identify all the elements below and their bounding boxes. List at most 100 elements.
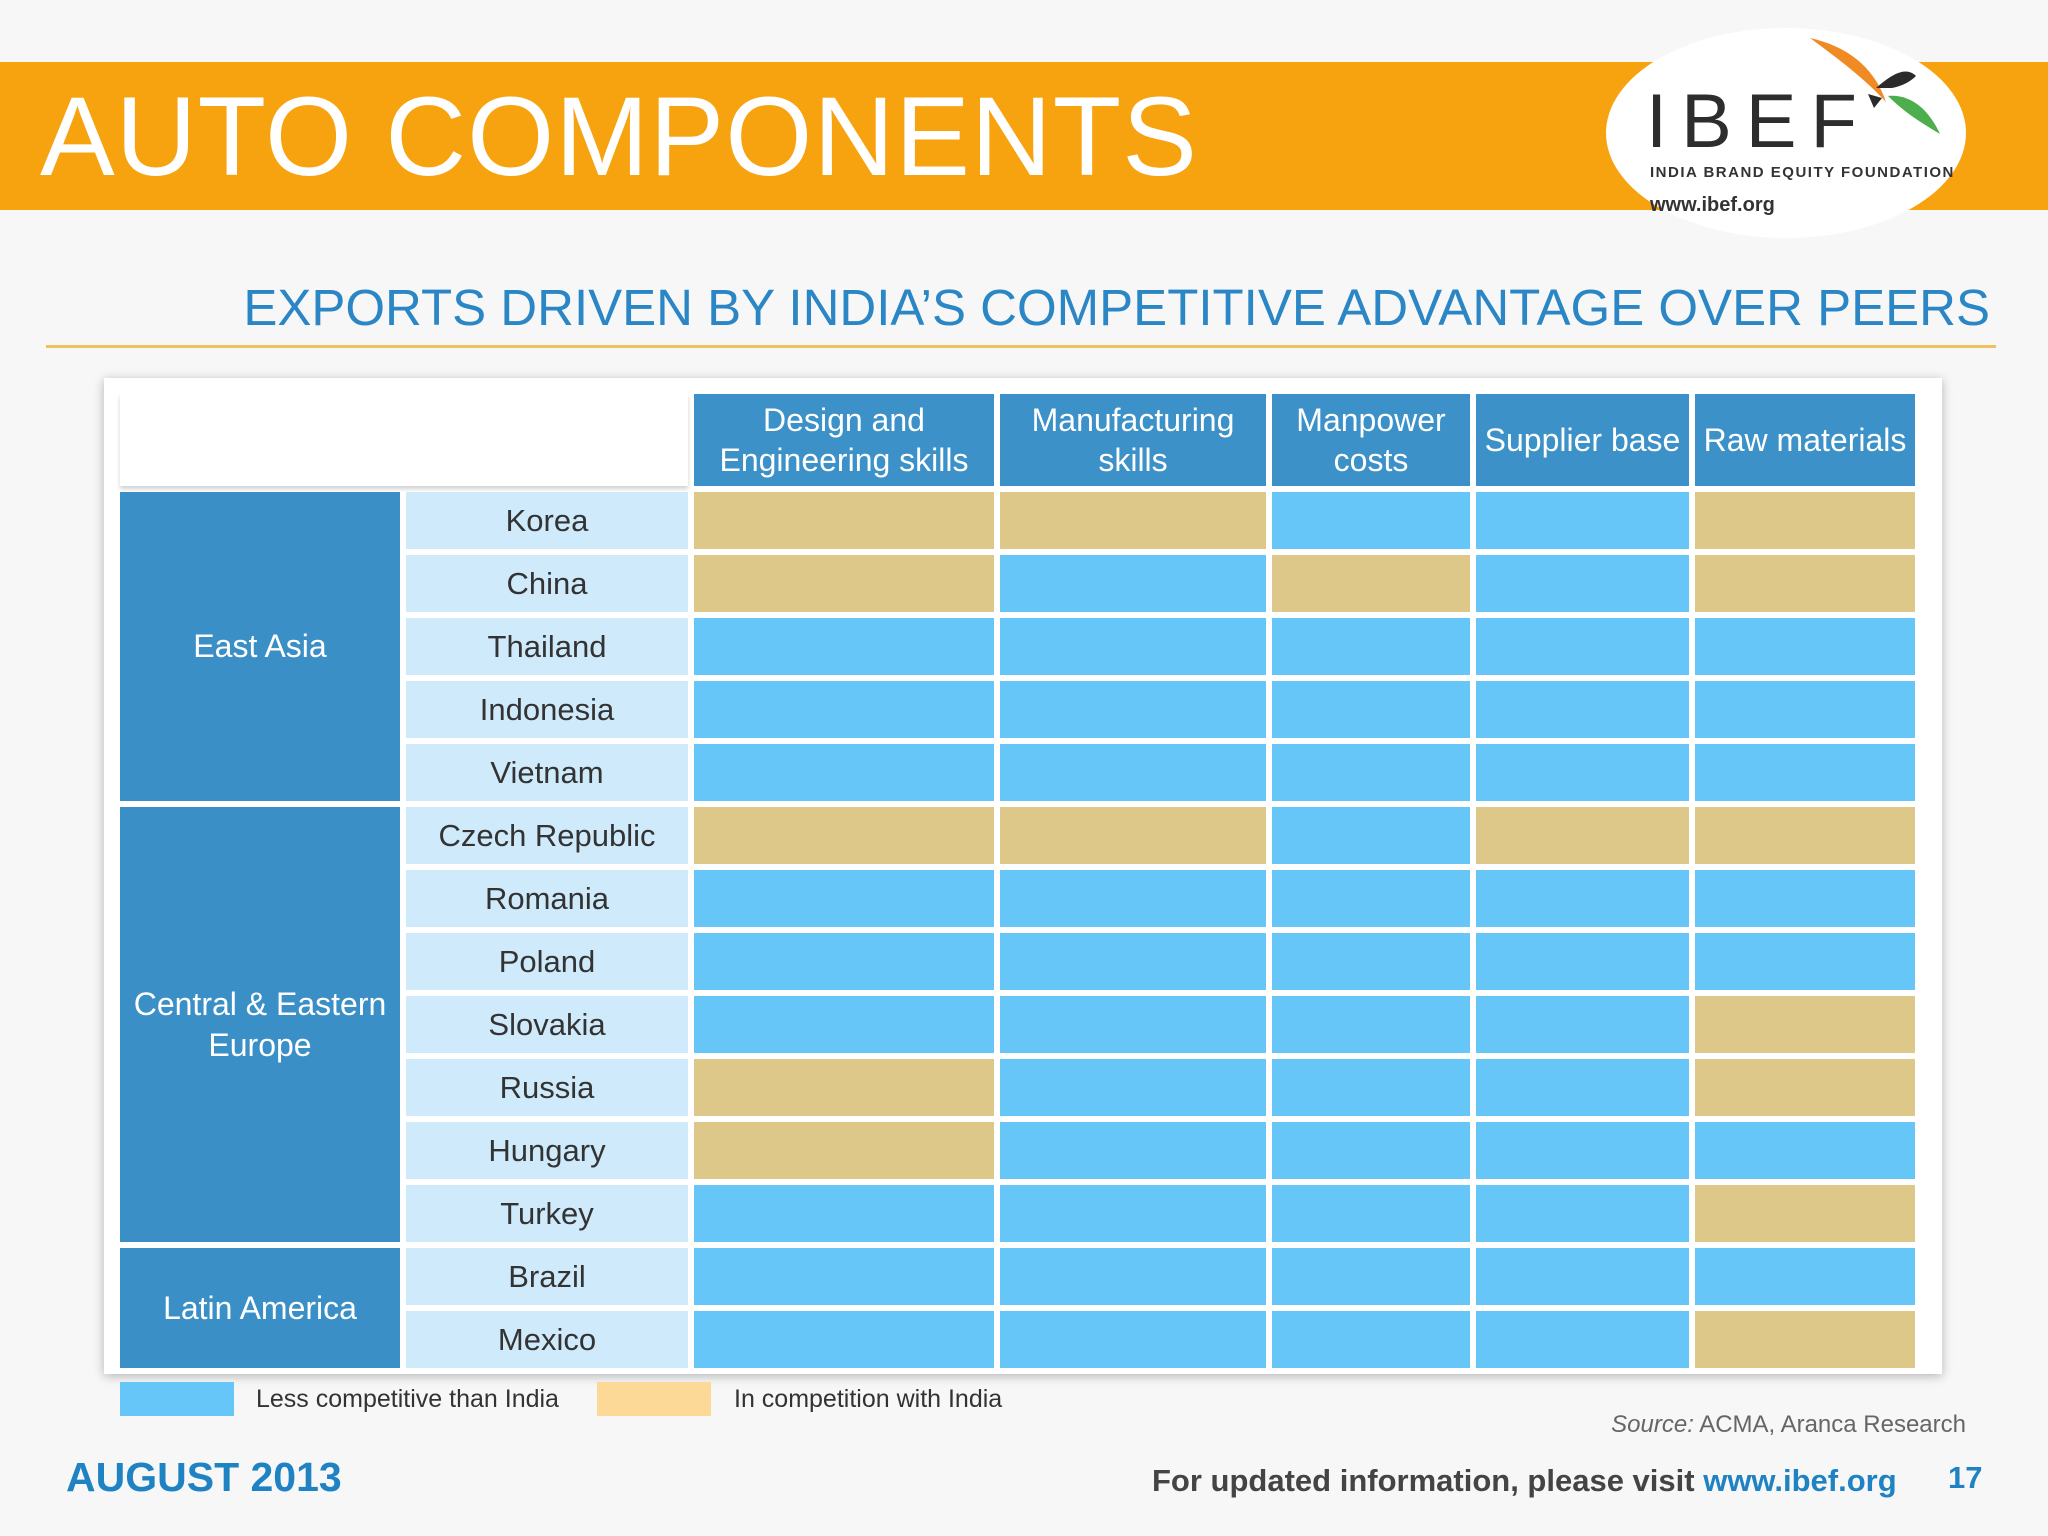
column-header: Supplier base bbox=[1476, 394, 1689, 486]
cell-less-competitive bbox=[1272, 492, 1470, 549]
cell-less-competitive bbox=[694, 996, 994, 1053]
cell-less-competitive bbox=[1000, 1122, 1266, 1179]
cell-less-competitive bbox=[1476, 681, 1689, 738]
cell-in-competition bbox=[1695, 1311, 1915, 1368]
logo-tagline: INDIA BRAND EQUITY FOUNDATION bbox=[1650, 164, 1955, 181]
cell-less-competitive bbox=[1000, 996, 1266, 1053]
country-label: Brazil bbox=[406, 1248, 688, 1305]
logo-wordmark: IBEF bbox=[1646, 79, 1871, 164]
cell-less-competitive bbox=[1476, 996, 1689, 1053]
cell-less-competitive bbox=[1000, 555, 1266, 612]
cell-less-competitive bbox=[1272, 1185, 1470, 1242]
cell-less-competitive bbox=[1000, 933, 1266, 990]
column-header: Design and Engineering skills bbox=[694, 394, 994, 486]
country-label: Slovakia bbox=[406, 996, 688, 1053]
cell-less-competitive bbox=[1272, 681, 1470, 738]
footer-link[interactable]: www.ibef.org bbox=[1703, 1463, 1897, 1498]
country-label: Indonesia bbox=[406, 681, 688, 738]
cell-less-competitive bbox=[1695, 744, 1915, 801]
source-label: Source: bbox=[1611, 1411, 1694, 1438]
country-label: Mexico bbox=[406, 1311, 688, 1368]
country-label: Korea bbox=[406, 492, 688, 549]
legend-swatch-less bbox=[120, 1382, 234, 1416]
country-label: Romania bbox=[406, 870, 688, 927]
cell-less-competitive bbox=[694, 1311, 994, 1368]
page-number: 17 bbox=[1948, 1460, 1983, 1495]
competitiveness-table: Design and Engineering skills Manufacturi… bbox=[120, 394, 1915, 1368]
table-corner bbox=[120, 394, 688, 486]
cell-less-competitive bbox=[1476, 1248, 1689, 1305]
cell-in-competition bbox=[1695, 492, 1915, 549]
cell-less-competitive bbox=[694, 1185, 994, 1242]
cell-less-competitive bbox=[1695, 1248, 1915, 1305]
source-text: ACMA, Aranca Research bbox=[1693, 1411, 1966, 1438]
cell-less-competitive bbox=[1000, 1185, 1266, 1242]
cell-less-competitive bbox=[1476, 555, 1689, 612]
cell-less-competitive bbox=[694, 933, 994, 990]
logo-badge bbox=[1606, 28, 1966, 238]
cell-less-competitive bbox=[1272, 744, 1470, 801]
country-label: China bbox=[406, 555, 688, 612]
cell-less-competitive bbox=[1695, 1122, 1915, 1179]
cell-less-competitive bbox=[1272, 1059, 1470, 1116]
logo-url[interactable]: www.ibef.org bbox=[1650, 194, 1775, 216]
cell-less-competitive bbox=[1000, 870, 1266, 927]
country-label: Czech Republic bbox=[406, 807, 688, 864]
cell-less-competitive bbox=[1695, 681, 1915, 738]
cell-in-competition bbox=[694, 555, 994, 612]
cell-less-competitive bbox=[1695, 618, 1915, 675]
country-label: Turkey bbox=[406, 1185, 688, 1242]
cell-less-competitive bbox=[1476, 744, 1689, 801]
footer-note: For updated information, please visit ww… bbox=[1152, 1463, 1897, 1499]
country-label: Poland bbox=[406, 933, 688, 990]
column-header: Raw materials bbox=[1695, 394, 1915, 486]
cell-less-competitive bbox=[1476, 492, 1689, 549]
cell-less-competitive bbox=[694, 681, 994, 738]
cell-less-competitive bbox=[694, 870, 994, 927]
cell-in-competition bbox=[694, 1059, 994, 1116]
column-header: Manufacturing skills bbox=[1000, 394, 1266, 486]
cell-less-competitive bbox=[1272, 1122, 1470, 1179]
column-header: Manpower costs bbox=[1272, 394, 1470, 486]
country-label: Vietnam bbox=[406, 744, 688, 801]
cell-less-competitive bbox=[1476, 1185, 1689, 1242]
legend-label-less: Less competitive than India bbox=[256, 1385, 559, 1413]
footer-date: AUGUST 2013 bbox=[66, 1454, 342, 1500]
cell-in-competition bbox=[1695, 1185, 1915, 1242]
cell-in-competition bbox=[1695, 807, 1915, 864]
source-note: Source: ACMA, Aranca Research bbox=[1611, 1411, 1966, 1439]
cell-in-competition bbox=[694, 492, 994, 549]
cell-less-competitive bbox=[1000, 681, 1266, 738]
cell-in-competition bbox=[1695, 555, 1915, 612]
cell-less-competitive bbox=[1476, 1122, 1689, 1179]
cell-in-competition bbox=[694, 1122, 994, 1179]
slide-subtitle: EXPORTS DRIVEN BY INDIA’S COMPETITIVE AD… bbox=[243, 279, 1990, 336]
cell-less-competitive bbox=[1272, 870, 1470, 927]
cell-less-competitive bbox=[1000, 744, 1266, 801]
cell-less-competitive bbox=[694, 1248, 994, 1305]
region-label: East Asia bbox=[120, 492, 400, 801]
region-label: Latin America bbox=[120, 1248, 400, 1368]
cell-less-competitive bbox=[1272, 807, 1470, 864]
cell-less-competitive bbox=[1272, 618, 1470, 675]
cell-in-competition bbox=[1000, 492, 1266, 549]
cell-in-competition bbox=[1000, 807, 1266, 864]
cell-in-competition bbox=[694, 807, 994, 864]
cell-less-competitive bbox=[1476, 1311, 1689, 1368]
legend-label-comp: In competition with India bbox=[734, 1385, 1003, 1413]
footer-text: For updated information, please visit bbox=[1152, 1463, 1704, 1498]
legend-swatch-comp bbox=[597, 1382, 711, 1416]
cell-less-competitive bbox=[1000, 618, 1266, 675]
bird-logo-icon bbox=[1810, 38, 1940, 134]
country-label: Thailand bbox=[406, 618, 688, 675]
cell-less-competitive bbox=[1000, 1059, 1266, 1116]
region-label: Central & Eastern Europe bbox=[120, 807, 400, 1242]
cell-in-competition bbox=[1695, 996, 1915, 1053]
cell-less-competitive bbox=[1272, 933, 1470, 990]
page-title: AUTO COMPONENTS bbox=[40, 74, 1198, 199]
cell-less-competitive bbox=[1272, 1248, 1470, 1305]
country-label: Russia bbox=[406, 1059, 688, 1116]
cell-less-competitive bbox=[1695, 870, 1915, 927]
cell-less-competitive bbox=[1476, 618, 1689, 675]
cell-less-competitive bbox=[1476, 1059, 1689, 1116]
